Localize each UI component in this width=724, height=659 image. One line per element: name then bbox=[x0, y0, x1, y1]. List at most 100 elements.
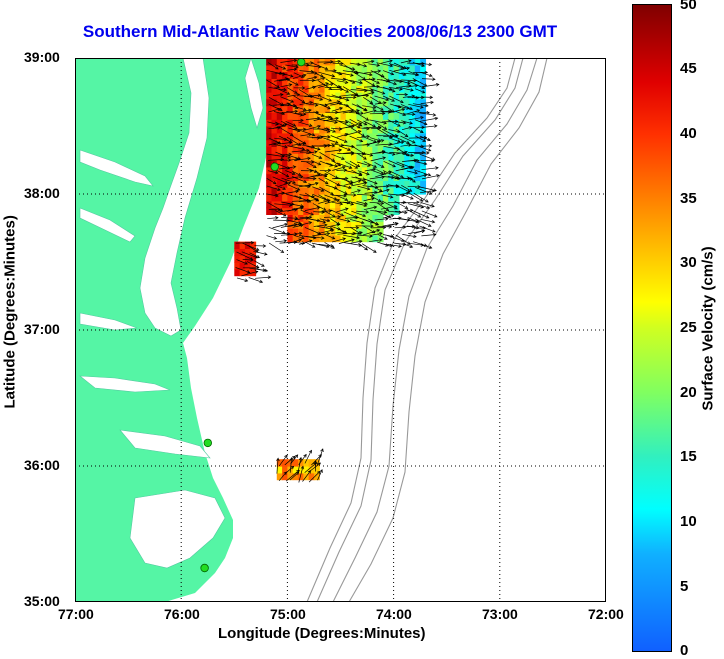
velocity-cell bbox=[308, 58, 315, 66]
velocity-arrow bbox=[343, 234, 360, 239]
velocity-arrowhead bbox=[301, 99, 306, 104]
velocity-cell bbox=[351, 214, 358, 222]
velocity-arrow bbox=[388, 129, 401, 133]
velocity-arrow bbox=[305, 86, 316, 90]
velocity-cell bbox=[420, 173, 427, 181]
velocity-arrow bbox=[337, 120, 352, 128]
velocity-arrowhead bbox=[391, 98, 395, 102]
velocity-arrowhead bbox=[385, 207, 390, 212]
velocity-cell bbox=[356, 200, 363, 209]
velocity-cell bbox=[329, 214, 336, 222]
velocity-cell bbox=[308, 472, 315, 481]
velocity-arrow bbox=[319, 160, 333, 167]
velocity-arrowhead bbox=[297, 172, 302, 177]
velocity-arrowhead bbox=[406, 66, 411, 71]
velocity-cell bbox=[313, 221, 320, 229]
velocity-arrowhead bbox=[369, 72, 373, 77]
velocity-arrowhead bbox=[410, 196, 414, 200]
velocity-arrowhead bbox=[409, 106, 413, 110]
velocity-cell bbox=[292, 132, 299, 141]
velocity-arrowhead bbox=[406, 140, 410, 144]
velocity-arrow bbox=[280, 153, 292, 156]
velocity-arrowhead bbox=[300, 118, 304, 123]
velocity-arrow bbox=[286, 68, 297, 71]
velocity-cell bbox=[239, 255, 246, 263]
velocity-arrowhead bbox=[313, 460, 318, 464]
x-tick: 75:00 bbox=[270, 606, 306, 622]
velocity-arrowhead bbox=[330, 60, 334, 64]
albemarle-sound bbox=[119, 429, 211, 459]
velocity-cell bbox=[271, 194, 278, 202]
velocity-cell bbox=[308, 228, 315, 236]
velocity-arrow bbox=[336, 184, 352, 189]
velocity-cell bbox=[308, 180, 315, 188]
velocity-arrow bbox=[292, 207, 304, 210]
velocity-arrowhead bbox=[250, 258, 254, 262]
velocity-arrowhead bbox=[389, 195, 394, 199]
velocity-arrowhead bbox=[318, 454, 322, 458]
velocity-arrowhead bbox=[371, 230, 376, 234]
velocity-cell bbox=[292, 207, 299, 215]
velocity-cell bbox=[298, 64, 304, 73]
velocity-cell bbox=[345, 112, 352, 120]
velocity-cell bbox=[292, 228, 299, 236]
velocity-arrowhead bbox=[384, 236, 388, 240]
velocity-cell bbox=[372, 98, 379, 107]
velocity-cell bbox=[313, 78, 320, 86]
velocity-arrowhead bbox=[314, 150, 318, 154]
velocity-arrowhead bbox=[308, 221, 313, 225]
velocity-cell bbox=[324, 119, 331, 127]
velocity-cell bbox=[282, 146, 288, 154]
velocity-arrowhead bbox=[319, 97, 324, 101]
velocity-arrow bbox=[281, 177, 296, 184]
velocity-arrowhead bbox=[423, 135, 428, 140]
velocity-arrowhead bbox=[310, 61, 314, 65]
velocity-cell bbox=[287, 180, 294, 188]
velocity-arrow bbox=[388, 108, 405, 114]
velocity-cell bbox=[276, 166, 283, 175]
velocity-arrow bbox=[363, 198, 374, 202]
velocity-cell bbox=[282, 112, 288, 120]
velocity-arrowhead bbox=[382, 156, 387, 160]
velocity-arrow bbox=[267, 201, 283, 212]
velocity-arrowhead bbox=[402, 200, 407, 205]
velocity-cell bbox=[382, 126, 389, 134]
velocity-arrowhead bbox=[409, 208, 414, 213]
velocity-arrowhead bbox=[373, 205, 378, 210]
velocity-arrow bbox=[337, 109, 354, 113]
velocity-arrowhead bbox=[302, 73, 307, 78]
velocity-cell bbox=[308, 112, 315, 120]
velocity-arrow bbox=[236, 277, 248, 282]
velocity-cell bbox=[329, 92, 336, 100]
velocity-arrowhead bbox=[410, 153, 415, 157]
velocity-arrow bbox=[267, 159, 284, 161]
velocity-cell bbox=[303, 78, 310, 86]
velocity-arrow bbox=[408, 192, 423, 202]
velocity-arrow bbox=[419, 135, 431, 141]
velocity-arrowhead bbox=[359, 139, 364, 143]
velocity-cell bbox=[335, 126, 342, 134]
velocity-arrow bbox=[267, 217, 279, 220]
velocity-arrowhead bbox=[405, 152, 410, 157]
velocity-cell bbox=[308, 173, 315, 181]
velocity-arrow bbox=[393, 62, 407, 69]
velocity-cell bbox=[324, 228, 331, 236]
velocity-arrow bbox=[396, 137, 410, 144]
velocity-arrowhead bbox=[288, 152, 293, 157]
velocity-cell bbox=[372, 187, 379, 195]
velocity-arrowhead bbox=[326, 127, 330, 131]
velocity-cell bbox=[298, 234, 304, 243]
velocity-cell bbox=[250, 255, 257, 263]
velocity-arrow bbox=[368, 239, 382, 243]
velocity-arrowhead bbox=[381, 91, 386, 95]
velocity-cell bbox=[292, 105, 299, 113]
velocity-cell bbox=[345, 98, 352, 107]
velocity-arrowhead bbox=[344, 120, 349, 124]
velocity-arrowhead bbox=[296, 128, 301, 133]
map-title: Southern Mid-Atlantic Raw Velocities 200… bbox=[82, 22, 558, 41]
velocity-cell bbox=[404, 112, 411, 120]
velocity-arrowhead bbox=[298, 456, 303, 461]
velocity-arrowhead bbox=[357, 189, 361, 193]
velocity-arrowhead bbox=[289, 132, 294, 136]
velocity-cell bbox=[414, 64, 421, 73]
